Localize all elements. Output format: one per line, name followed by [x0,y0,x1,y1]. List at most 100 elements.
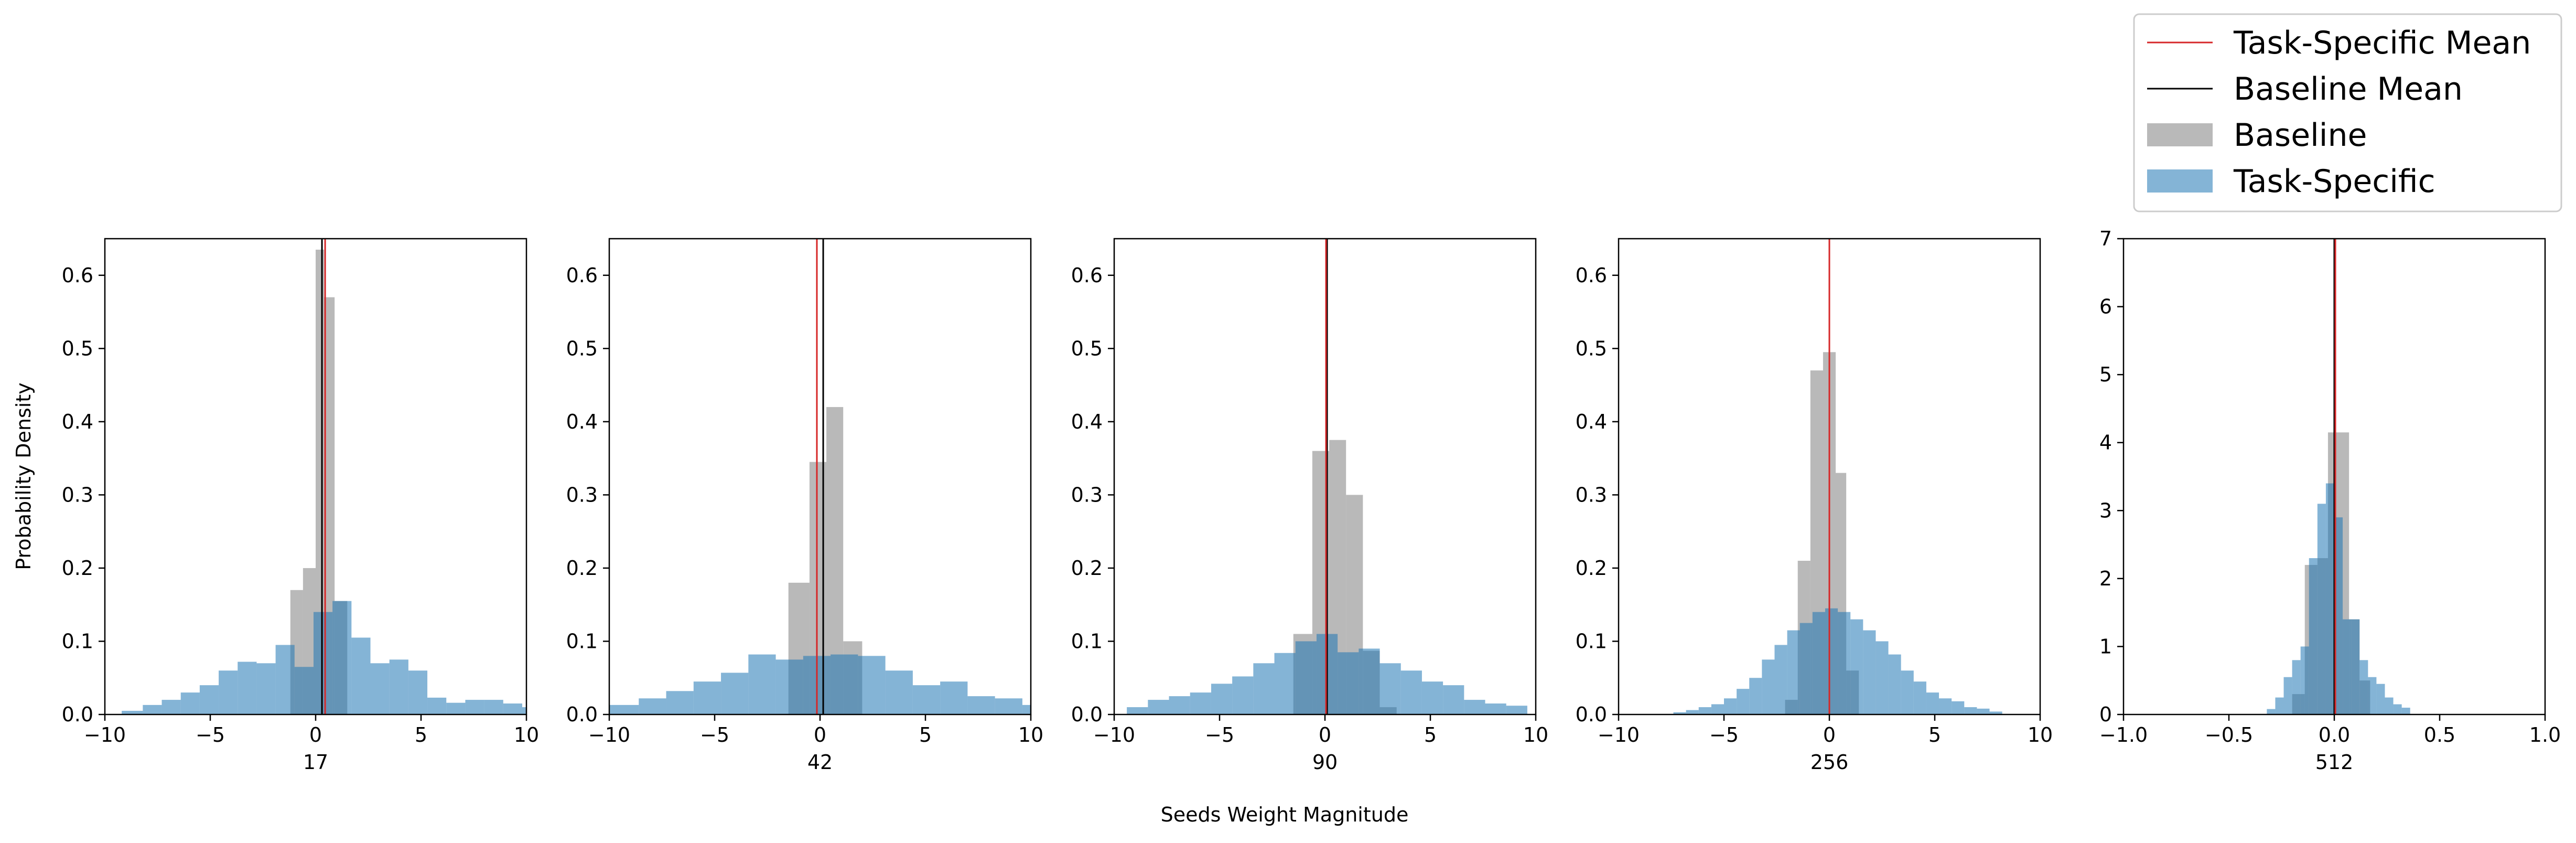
y-tick-label: 0.4 [62,410,93,433]
panel-seed-label: 42 [807,751,833,774]
x-tick-label: −10 [1093,723,1135,746]
task-specific-bar [1485,703,1506,714]
task-specific-bar [1022,705,1031,714]
x-tick-label: 0 [814,723,826,746]
task-specific-bar [465,700,484,714]
task-specific-bar [1913,681,1926,714]
x-tick-label: −5 [196,723,225,746]
task-specific-bar [1863,630,1876,714]
x-tick-label: 5 [1928,723,1941,746]
x-tick-label: 5 [919,723,932,746]
plot-area [122,239,526,714]
panel-seed-label: 512 [2315,751,2354,774]
panel-seed-label: 256 [1810,751,1849,774]
task-specific-bar [2368,677,2377,714]
task-specific-bar [1698,707,1711,714]
x-tick-label: 0.5 [2424,723,2455,746]
histogram-panel-17: −10 −5 0 5 10 0.0 0.1 0.2 0.3 0.4 0.5 0.6 17 [62,238,539,774]
task-specific-bar [1232,676,1254,714]
task-specific-bar [180,692,200,714]
task-specific-bar [775,659,803,714]
x-axis-label: Seeds Weight Magnitude [1161,803,1409,826]
task-specific-bar [858,656,886,714]
task-specific-bar [2376,684,2385,714]
plot-area [609,239,1031,714]
task-specific-bar [1443,685,1464,714]
x-tick-label: 10 [1523,723,1548,746]
x-tick-label: −5 [700,723,729,746]
y-tick-label: 0.2 [62,557,93,580]
task-specific-bar [199,685,219,714]
task-specific-bar [122,711,143,714]
y-tick-label: 0.5 [1071,337,1103,360]
task-specific-bar [2317,504,2326,714]
task-specific-bar [748,654,776,714]
task-specific-bar [885,670,913,714]
task-specific-bar [1737,689,1750,714]
task-specific-bar [2309,558,2318,714]
x-tick-label: −10 [1598,723,1640,746]
task-specific-bar [1876,641,1889,714]
y-tick-label: 7 [2099,227,2112,250]
legend: Task-Specific Mean Baseline Mean Baseline T… [2133,13,2562,212]
task-specific-bar [427,697,447,714]
task-specific-bar [143,705,162,714]
task-specific-bar [831,654,858,714]
task-specific-bar [1274,653,1296,714]
x-tick-label: −5 [1709,723,1739,746]
y-tick-label: 0.2 [566,557,598,580]
task-specific-bar [1400,670,1422,714]
legend-box [2133,13,2562,212]
y-tick-label: 0.1 [1071,629,1103,653]
task-specific-bar [1799,623,1813,714]
task-specific-bar [995,698,1022,714]
y-tick-label: 2 [2099,567,2112,590]
legend-entry-label: Baseline Mean [2234,71,2463,108]
y-tick-label: 0.6 [1071,264,1103,287]
y-tick-label: 0.3 [1071,483,1103,506]
task-specific-bar [2401,708,2410,714]
task-specific-bar [370,663,390,714]
task-specific-bar [219,670,238,714]
x-tick-label: −10 [588,723,630,746]
task-specific-bar [1838,612,1851,714]
task-specific-bar [2283,677,2292,714]
histogram-panel-256: −10 −5 0 5 10 0.0 0.1 0.2 0.3 0.4 0.5 0.6 256 [1576,238,2053,774]
y-tick-label: 0.1 [566,629,598,653]
task-specific-bar [332,601,352,714]
y-tick-label: 0.5 [566,337,598,360]
y-tick-label: 0.0 [1576,703,1607,726]
y-tick-label: 0.4 [1071,410,1103,433]
y-tick-label: 0.2 [1071,557,1103,580]
y-tick-label: 0 [2099,703,2112,726]
x-tick-label: −0.5 [2205,723,2253,746]
y-tick-label: 0.5 [62,337,93,360]
task-specific-bar [2343,619,2352,714]
task-specific-bar [1989,711,2002,714]
task-specific-bar [2334,517,2343,714]
y-tick-label: 5 [2099,363,2112,386]
task-specific-bar [1977,708,1990,714]
task-specific-bar [1169,696,1190,714]
task-specific-bar [940,681,968,714]
x-tick-label: −5 [1205,723,1234,746]
y-tick-label: 0.0 [62,703,93,726]
x-tick-label: 10 [2028,723,2053,746]
x-tick-label: −1.0 [2099,723,2148,746]
task-specific-bar [522,707,526,714]
task-specific-bar [389,659,408,714]
task-specific-bar [503,703,522,714]
task-specific-bar [2359,660,2368,714]
task-specific-bar [2393,704,2402,714]
panel-seed-label: 90 [1312,751,1338,774]
histogram-panels: −10 −5 0 5 100.00.10.20.30.40.50.617−10 −5 0 5 1… [62,227,2561,774]
task-specific-bar [1127,707,1148,714]
task-specific-bar [1825,608,1838,714]
task-specific-bar [1850,619,1863,714]
task-specific-bar [1379,663,1401,714]
task-specific-bar [2325,483,2334,714]
y-tick-label: 0.3 [62,483,93,506]
y-tick-label: 1 [2099,635,2112,658]
task-specific-bar [1964,707,1977,714]
